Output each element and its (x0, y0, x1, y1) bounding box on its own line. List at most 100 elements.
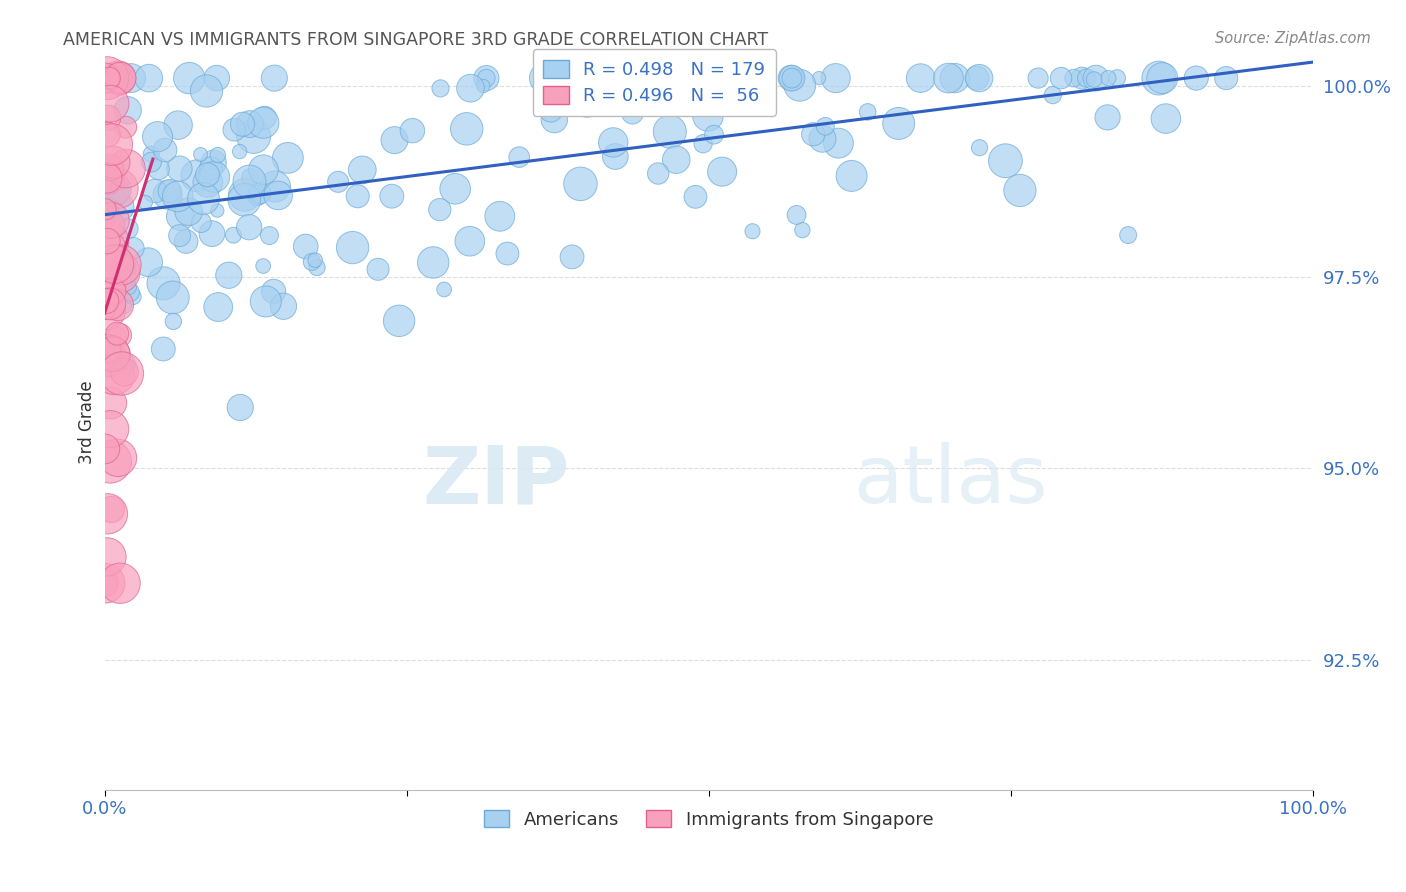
Text: ZIP: ZIP (422, 442, 569, 520)
Point (342, 241, 364, 255)
Point (107, 71, 129, 86)
Point (134, 195, 156, 210)
Point (197, 176, 219, 190)
Point (1083, 72, 1105, 87)
Point (190, 147, 212, 161)
Point (107, 298, 129, 312)
Point (1071, 71, 1094, 86)
Point (433, 282, 456, 296)
Y-axis label: 3rd Grade: 3rd Grade (79, 381, 96, 465)
Point (233, 193, 256, 207)
Point (100, 161, 122, 175)
Point (200, 161, 222, 176)
Point (141, 155, 163, 169)
Point (120, 71, 142, 86)
Point (207, 300, 229, 314)
Point (496, 246, 519, 260)
Point (969, 141, 991, 155)
Point (202, 169, 225, 184)
Point (252, 116, 274, 130)
Point (117, 222, 139, 236)
Point (169, 161, 191, 176)
Point (222, 228, 245, 243)
Point (1026, 71, 1049, 86)
Point (110, 71, 132, 86)
Point (1152, 71, 1174, 86)
Point (943, 71, 966, 86)
Point (1147, 71, 1170, 86)
Legend: Americans, Immigrants from Singapore: Americans, Immigrants from Singapore (477, 803, 941, 836)
Point (112, 299, 135, 313)
Point (703, 128, 725, 142)
Point (98, 349, 121, 363)
Point (352, 162, 374, 177)
Point (472, 78, 495, 93)
Point (104, 330, 127, 344)
Point (156, 187, 179, 202)
Point (100, 96, 122, 111)
Point (105, 326, 128, 341)
Point (96, 170, 118, 185)
Point (103, 155, 125, 169)
Point (98, 169, 121, 183)
Point (401, 123, 423, 137)
Point (966, 71, 988, 86)
Point (887, 116, 910, 130)
Point (112, 365, 135, 379)
Point (456, 121, 478, 136)
Point (107, 200, 129, 214)
Point (621, 106, 644, 120)
Point (780, 71, 803, 86)
Point (1154, 112, 1177, 126)
Point (94, 169, 117, 183)
Point (910, 71, 932, 86)
Point (224, 122, 246, 136)
Point (808, 71, 831, 86)
Point (801, 127, 824, 141)
Point (543, 76, 565, 90)
Point (1215, 71, 1237, 86)
Point (242, 129, 264, 144)
Point (97, 111, 120, 125)
Point (624, 71, 647, 86)
Point (111, 367, 134, 381)
Point (263, 285, 285, 299)
Point (665, 153, 688, 167)
Point (105, 71, 128, 86)
Point (96, 202, 118, 216)
Point (100, 218, 122, 232)
Point (613, 96, 636, 111)
Point (169, 228, 191, 243)
Text: Source: ZipAtlas.com: Source: ZipAtlas.com (1215, 31, 1371, 46)
Point (856, 104, 879, 119)
Point (827, 136, 849, 151)
Point (814, 120, 837, 134)
Point (218, 268, 240, 283)
Point (159, 184, 181, 198)
Point (1008, 183, 1031, 197)
Point (107, 181, 129, 195)
Point (108, 265, 131, 279)
Point (94, 576, 117, 591)
Point (94, 347, 117, 361)
Point (96, 351, 118, 365)
Point (562, 71, 585, 86)
Point (709, 76, 731, 90)
Point (104, 182, 127, 196)
Point (246, 188, 269, 202)
Point (711, 164, 734, 178)
Point (152, 342, 174, 356)
Point (94, 442, 117, 456)
Point (94, 71, 117, 86)
Point (786, 208, 808, 222)
Point (101, 184, 124, 198)
Point (100, 396, 122, 410)
Point (120, 285, 142, 300)
Point (647, 167, 669, 181)
Point (190, 215, 212, 229)
Point (94, 576, 117, 591)
Point (100, 137, 122, 152)
Point (508, 150, 530, 164)
Point (429, 81, 451, 95)
Point (193, 192, 215, 206)
